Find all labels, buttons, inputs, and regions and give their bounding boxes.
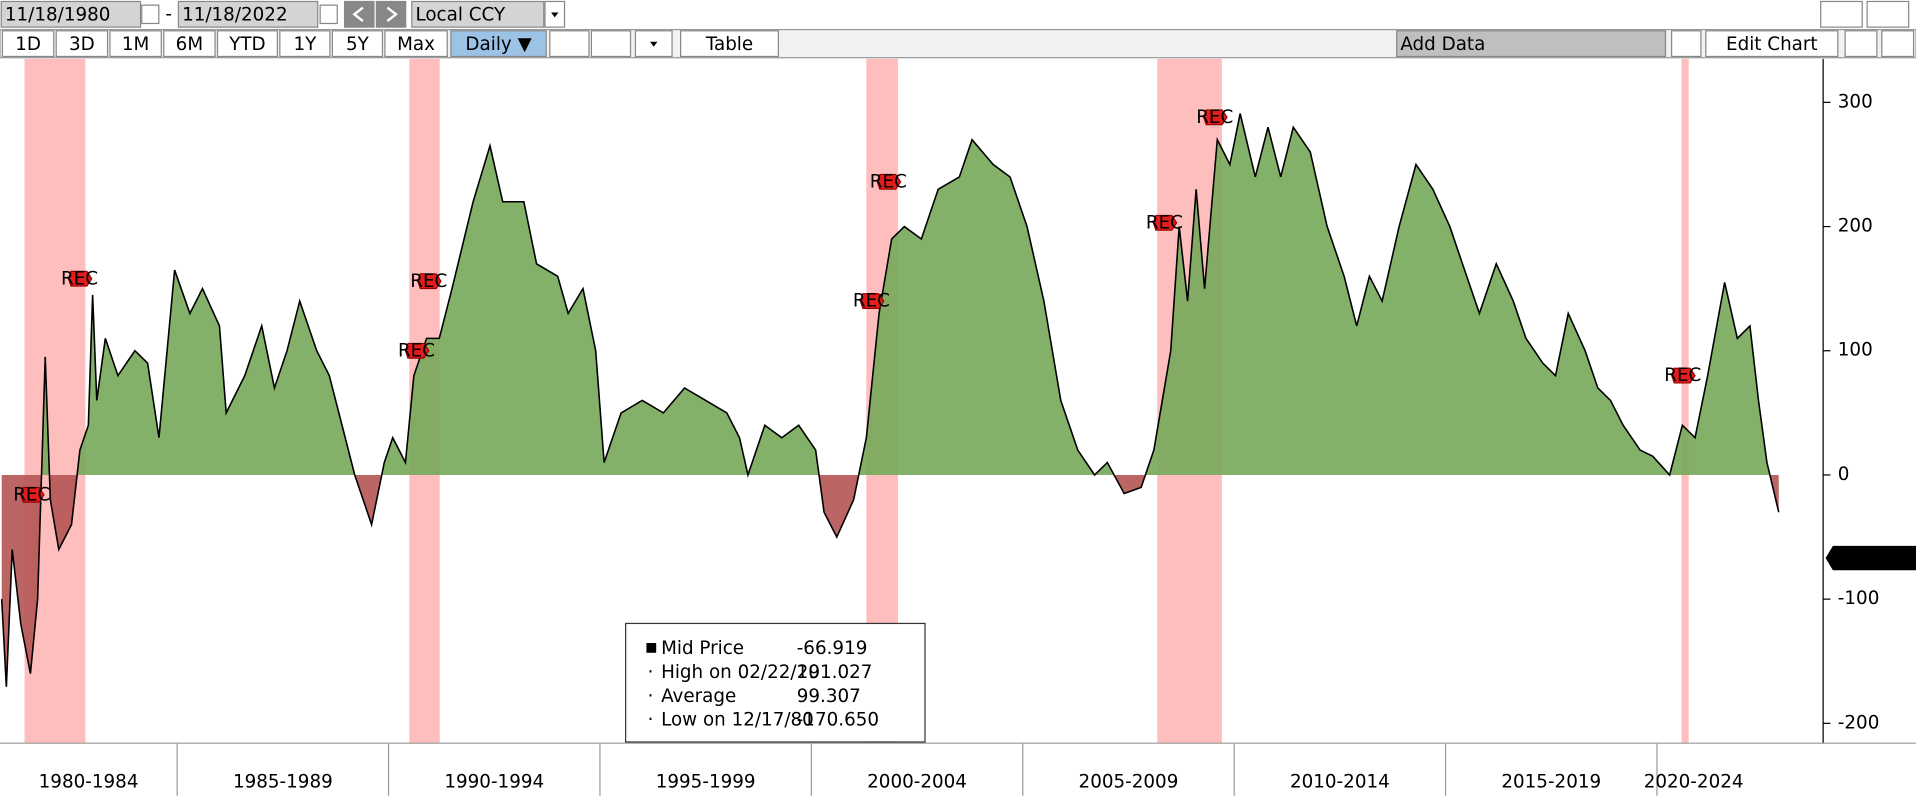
range-button-label: Max [397, 34, 435, 55]
y-tick-label: 100 [1838, 340, 1873, 361]
rec-marker [417, 273, 442, 290]
rec-label: REC [1196, 107, 1233, 128]
range-button-label: YTD [228, 34, 265, 55]
legend-label: Low on 12/17/80 [661, 710, 814, 731]
legend-icon: · [648, 710, 654, 731]
period-label: 1985-1989 [233, 771, 333, 792]
period-label: 2015-2019 [1501, 771, 1601, 792]
calendar[interactable] [319, 4, 338, 25]
legend-label: High on 02/22/10 [661, 662, 820, 683]
range-button-label: 1Y [293, 34, 317, 55]
legend-icon: · [648, 686, 654, 707]
edit-chart[interactable] [1705, 30, 1839, 58]
range-button[interactable] [216, 30, 278, 58]
settings[interactable] [1844, 30, 1878, 58]
range-button-label: 3D [69, 34, 95, 55]
rec-marker [1152, 214, 1178, 231]
end-date[interactable] [177, 0, 319, 28]
range-button[interactable] [55, 30, 109, 58]
period-label: 2005-2009 [1079, 771, 1179, 792]
legend-value: 99.307 [797, 686, 861, 707]
arrow [386, 6, 398, 22]
period-label: 1995-1999 [656, 771, 756, 792]
legend-value: -66.919 [797, 638, 868, 659]
rec-label: REC [398, 340, 435, 361]
dash: - [165, 4, 172, 25]
period-label: 2010-2014 [1290, 771, 1390, 792]
period-label: 2020-2024 [1644, 771, 1744, 792]
y-tick-label: 0 [1838, 464, 1850, 485]
legend-value: -170.650 [797, 710, 879, 731]
rec-label: REC [61, 268, 98, 289]
caret [650, 41, 658, 47]
compare[interactable] [590, 30, 632, 58]
table-button[interactable] [680, 30, 779, 58]
y-tick-label: -200 [1838, 712, 1880, 733]
y-tick-label: 200 [1838, 216, 1873, 237]
rec-marker [67, 270, 93, 287]
calendar[interactable] [141, 4, 160, 25]
rec-label: REC [1146, 212, 1183, 233]
add-data[interactable] [1396, 30, 1667, 58]
legend-label: Average [661, 686, 736, 707]
rec-label: REC [410, 271, 447, 292]
edit-chart-label: Edit Chart [1726, 34, 1818, 55]
y-tick-label: -100 [1838, 588, 1880, 609]
currency[interactable] [411, 0, 545, 28]
range-button-label: 6M [176, 34, 203, 55]
next[interactable] [375, 0, 407, 28]
end-date-label: 11/18/2022 [182, 5, 288, 26]
caret [551, 12, 559, 18]
last-value-tag [1825, 545, 1916, 571]
range-button-label: 5Y [346, 34, 370, 55]
range-button[interactable] [331, 30, 384, 58]
rec-marker [1203, 109, 1228, 126]
rec-marker [1671, 367, 1696, 384]
currency-label: Local CCY [415, 5, 506, 26]
legend-icon: · [648, 662, 654, 683]
rec-marker [404, 342, 430, 359]
rec-marker [859, 293, 885, 310]
collapse[interactable] [1671, 30, 1702, 58]
legend-box [625, 622, 926, 743]
frequency-label: Daily ▼ [465, 34, 532, 55]
rec-marker [20, 486, 45, 503]
price-line [0, 113, 1780, 687]
rec-label: REC [853, 291, 890, 312]
area-positive [41, 113, 1770, 475]
range-button[interactable] [1, 30, 55, 58]
range-button[interactable] [163, 30, 216, 58]
rec-label: REC [870, 171, 907, 192]
range-button[interactable] [279, 30, 331, 58]
recession-band [1681, 58, 1689, 744]
legend-label: Mid Price [661, 638, 744, 659]
start-date[interactable] [0, 0, 142, 28]
redo[interactable] [1866, 0, 1910, 28]
range-button[interactable] [109, 30, 162, 58]
period-label: 2000-2004 [867, 771, 967, 792]
range-button[interactable] [384, 30, 448, 58]
table-button-label: Table [705, 34, 753, 55]
undo[interactable] [1820, 0, 1863, 28]
period-label: 1980-1984 [39, 771, 139, 792]
add-data-label: Add Data [1400, 34, 1485, 55]
period-label: 1990-1994 [444, 771, 544, 792]
start-date-label: 11/18/1980 [5, 5, 111, 26]
prev[interactable] [343, 0, 375, 28]
legend-value: 291.027 [797, 662, 873, 683]
legend-swatch [646, 642, 657, 653]
range-button-label: 1M [122, 34, 149, 55]
rec-marker [876, 173, 902, 190]
last-value-label: -66.919 [1838, 548, 1909, 569]
rec-label: REC [13, 484, 50, 505]
arrow [352, 6, 364, 22]
frequency[interactable] [450, 30, 547, 58]
range-button-label: 1D [15, 34, 41, 55]
rec-label: REC [1664, 365, 1701, 386]
gear[interactable] [1881, 30, 1915, 58]
chart-type[interactable] [549, 30, 590, 58]
y-tick-label: 300 [1838, 91, 1873, 112]
